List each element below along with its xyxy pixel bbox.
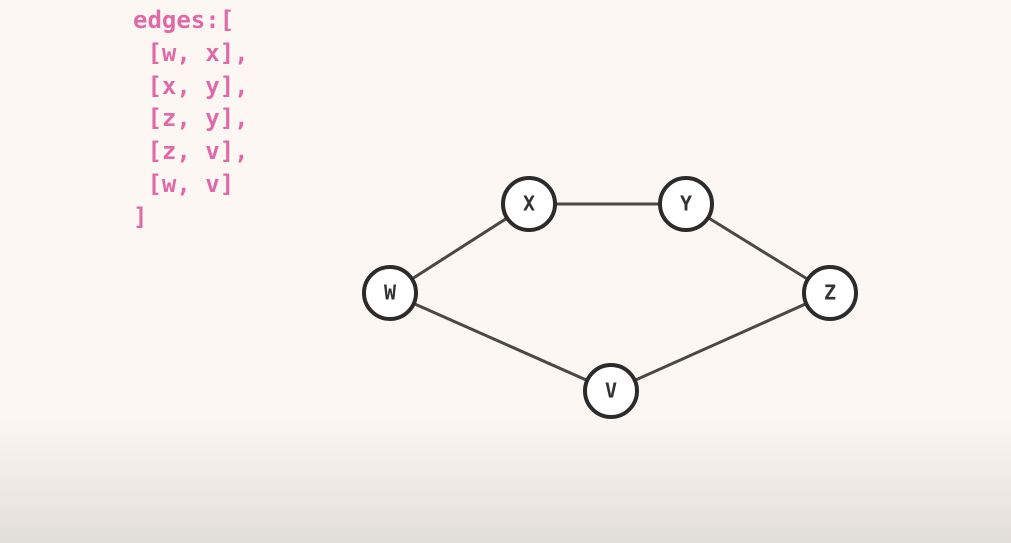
node-circle-x (501, 176, 557, 232)
code-line-7: ] (133, 202, 148, 231)
code-line-1: edges:[ (133, 6, 235, 34)
node-label-z: Z (824, 281, 836, 305)
node-z: Z (802, 265, 858, 321)
node-y: Y (658, 176, 714, 232)
node-w: W (362, 265, 418, 321)
nodes-layer: W X Y Z V (362, 176, 858, 419)
node-label-w: W (384, 281, 397, 305)
edges-layer (389, 202, 831, 393)
node-circle-z (802, 265, 858, 321)
code-line-5: [z, v], (133, 137, 249, 166)
node-x: X (501, 176, 557, 232)
node-circle-v (583, 363, 639, 419)
code-line-3: [x, y], (133, 71, 249, 100)
node-label-y: Y (680, 192, 692, 216)
node-circle-w (362, 265, 418, 321)
edge-z-v (610, 291, 831, 393)
code-line-6: [w, v] (133, 169, 235, 198)
node-circle-y (658, 176, 714, 232)
code-line-2: [w, x], (133, 38, 249, 67)
edge-w-v (389, 291, 612, 393)
node-v: V (583, 363, 639, 419)
node-label-x: X (523, 192, 535, 216)
edges-code-block: edges:[ [w, x], [x, y], [z, y], [z, v], … (133, 4, 249, 234)
node-label-v: V (605, 379, 617, 403)
edge-y-z (685, 202, 831, 295)
code-line-4: [z, y], (133, 104, 249, 133)
